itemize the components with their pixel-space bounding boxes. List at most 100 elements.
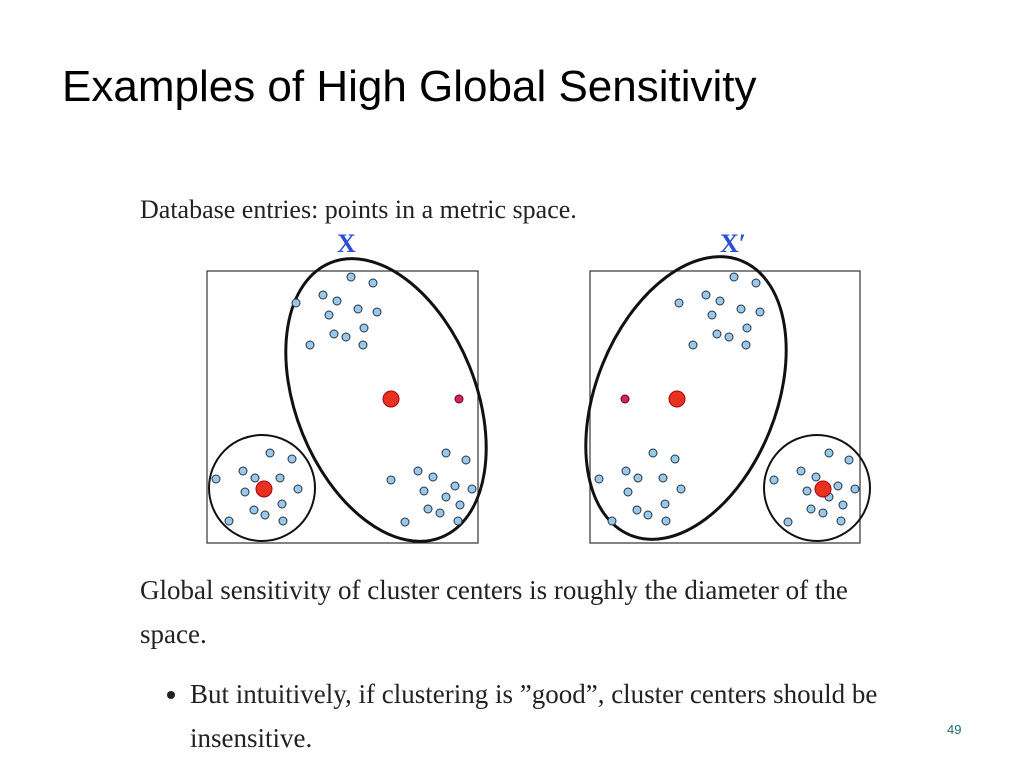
data-point (811, 472, 821, 482)
data-point (428, 472, 438, 482)
left-space (206, 270, 479, 544)
data-point (435, 508, 445, 518)
data-point (368, 278, 378, 288)
data-point (341, 332, 351, 342)
data-point (359, 323, 369, 333)
moved-point (454, 394, 464, 404)
data-point (353, 304, 363, 314)
data-point (661, 516, 671, 526)
data-point (287, 454, 297, 464)
data-point (441, 448, 451, 458)
data-point (419, 486, 429, 496)
data-point (293, 484, 303, 494)
data-point (769, 475, 779, 485)
data-point (844, 455, 854, 465)
data-point (751, 278, 761, 288)
data-point (674, 298, 684, 308)
cluster-circle (763, 434, 871, 542)
data-point (755, 307, 765, 317)
data-point (806, 504, 816, 514)
data-point (278, 516, 288, 526)
data-point (658, 473, 668, 483)
cluster-circle (208, 434, 316, 542)
data-point (707, 310, 717, 320)
data-point (633, 473, 643, 483)
data-point (724, 332, 734, 342)
data-point (607, 516, 617, 526)
data-point (594, 474, 604, 484)
slide-title: Examples of High Global Sensitivity (62, 62, 757, 111)
cluster-center (255, 480, 273, 498)
data-point (455, 500, 465, 510)
data-point (670, 454, 680, 464)
data-point (240, 487, 250, 497)
data-point (238, 466, 248, 476)
cluster-ellipse (284, 257, 488, 543)
data-point (621, 466, 631, 476)
data-point (736, 304, 746, 314)
data-point (715, 296, 725, 306)
data-point (224, 516, 234, 526)
data-point (249, 505, 259, 515)
data-point (358, 340, 368, 350)
data-point (701, 290, 711, 300)
data-point (688, 340, 698, 350)
data-point (836, 516, 846, 526)
cluster-ellipse (584, 255, 788, 541)
data-point (305, 340, 315, 350)
data-point (676, 484, 686, 494)
data-point (818, 508, 828, 518)
data-point (824, 448, 834, 458)
data-point (346, 272, 356, 282)
data-point (329, 329, 339, 339)
bullet: But intuitively, if clustering is ”good”… (190, 672, 990, 760)
data-point (796, 466, 806, 476)
data-point (291, 298, 301, 308)
cluster-center (814, 480, 832, 498)
data-point (211, 474, 221, 484)
left-label: X (337, 229, 356, 258)
cluster-center (382, 390, 400, 408)
data-point (260, 510, 270, 520)
data-point (643, 510, 653, 520)
paragraph: Global sensitivity of cluster centers is… (140, 575, 848, 649)
moved-point (620, 394, 630, 404)
data-point (712, 329, 722, 339)
data-point (413, 466, 423, 476)
data-point (275, 473, 285, 483)
data-point (783, 517, 793, 527)
intro-text: Database entries: points in a metric spa… (140, 195, 577, 224)
data-point (318, 290, 328, 300)
data-point (648, 448, 658, 458)
data-point (324, 310, 334, 320)
data-point (372, 307, 382, 317)
data-point (623, 487, 633, 497)
data-point (461, 455, 471, 465)
data-point (850, 484, 860, 494)
data-point (423, 504, 433, 514)
page-number: 49 (947, 722, 962, 737)
data-point (802, 486, 812, 496)
data-point (729, 272, 739, 282)
data-point (833, 481, 843, 491)
bullet-list: But intuitively, if clustering is ”good”… (150, 672, 990, 760)
cluster-center (668, 390, 686, 408)
data-point (265, 448, 275, 458)
right-label: X′ (720, 229, 746, 258)
data-point (386, 475, 396, 485)
data-point (332, 296, 342, 306)
data-point (441, 492, 451, 502)
data-point (250, 473, 260, 483)
data-point (400, 517, 410, 527)
data-point (467, 484, 477, 494)
data-point (741, 340, 751, 350)
data-point (632, 505, 642, 515)
data-point (453, 516, 463, 526)
data-point (450, 481, 460, 491)
data-point (838, 500, 848, 510)
data-point (660, 499, 670, 509)
data-point (742, 323, 752, 333)
data-point (277, 499, 287, 509)
